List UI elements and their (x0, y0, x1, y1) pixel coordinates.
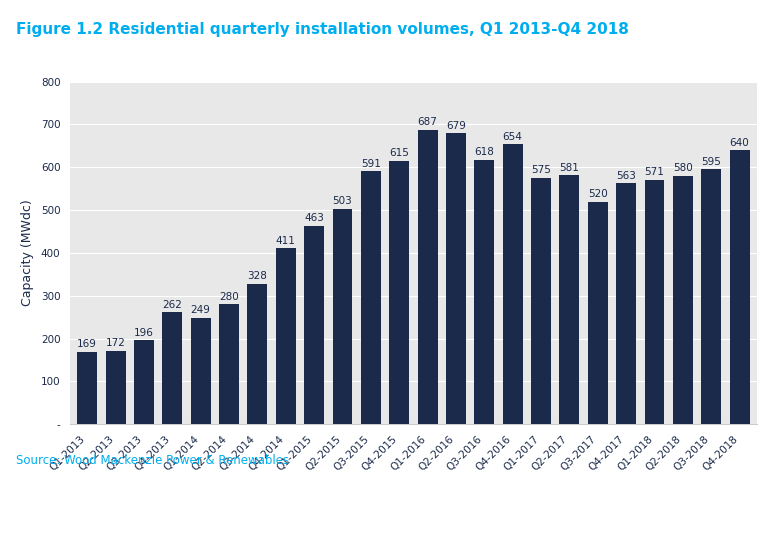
Bar (304, 226, 324, 424)
Text: 169: 169 (77, 339, 98, 349)
Text: 571: 571 (644, 167, 665, 177)
Bar (162, 312, 183, 424)
Bar (417, 130, 438, 424)
Bar (276, 248, 296, 424)
Text: 654: 654 (503, 132, 523, 141)
Text: 172: 172 (105, 338, 126, 348)
Y-axis label: Capacity (MWdc): Capacity (MWdc) (21, 200, 34, 306)
Bar (644, 180, 665, 424)
Bar (616, 183, 636, 424)
Text: 503: 503 (332, 196, 353, 206)
Text: 575: 575 (531, 165, 551, 175)
Bar (531, 178, 551, 424)
Text: 280: 280 (219, 292, 239, 302)
Bar (729, 150, 750, 424)
Text: 618: 618 (474, 147, 495, 157)
Bar (332, 209, 353, 424)
Bar (361, 171, 381, 424)
Bar (105, 351, 126, 424)
Text: POWER & RENEWABLES: POWER & RENEWABLES (39, 526, 129, 534)
Text: 328: 328 (247, 271, 268, 281)
Text: 591: 591 (361, 158, 381, 169)
Text: Figure 1.2 Residential quarterly installation volumes, Q1 2013-Q4 2018: Figure 1.2 Residential quarterly install… (16, 22, 629, 37)
Bar (474, 159, 495, 424)
Text: 640: 640 (730, 138, 750, 147)
Text: 463: 463 (304, 213, 324, 224)
Bar (701, 169, 722, 424)
Bar (219, 305, 239, 424)
Text: Wood
Mackenzie: Wood Mackenzie (39, 487, 112, 516)
Bar (559, 175, 580, 424)
Text: Source: Wood Mackenzie Power & Renewables: Source: Wood Mackenzie Power & Renewable… (16, 454, 289, 467)
Bar (673, 176, 693, 424)
Text: 520: 520 (588, 189, 608, 199)
Text: 249: 249 (191, 305, 211, 315)
Bar (446, 133, 466, 424)
Bar (588, 202, 608, 424)
Bar (191, 318, 211, 424)
Text: 262: 262 (162, 300, 183, 310)
Bar (134, 341, 154, 424)
Text: 580: 580 (673, 163, 693, 174)
Bar (503, 144, 523, 424)
Text: 581: 581 (559, 163, 580, 173)
Text: 615: 615 (389, 149, 410, 158)
Text: 411: 411 (276, 236, 296, 246)
Bar (389, 161, 410, 424)
Text: SEIA: SEIA (296, 496, 346, 515)
Text: Solar Energy
Industries
Association®: Solar Energy Industries Association® (335, 495, 382, 515)
Text: 679: 679 (446, 121, 466, 131)
Text: ©2019: ©2019 (718, 501, 775, 516)
Text: 196: 196 (134, 328, 154, 338)
Text: 595: 595 (701, 157, 722, 167)
Bar (77, 352, 98, 424)
Text: 563: 563 (616, 171, 636, 181)
Bar (247, 284, 268, 424)
Text: 687: 687 (417, 118, 438, 127)
